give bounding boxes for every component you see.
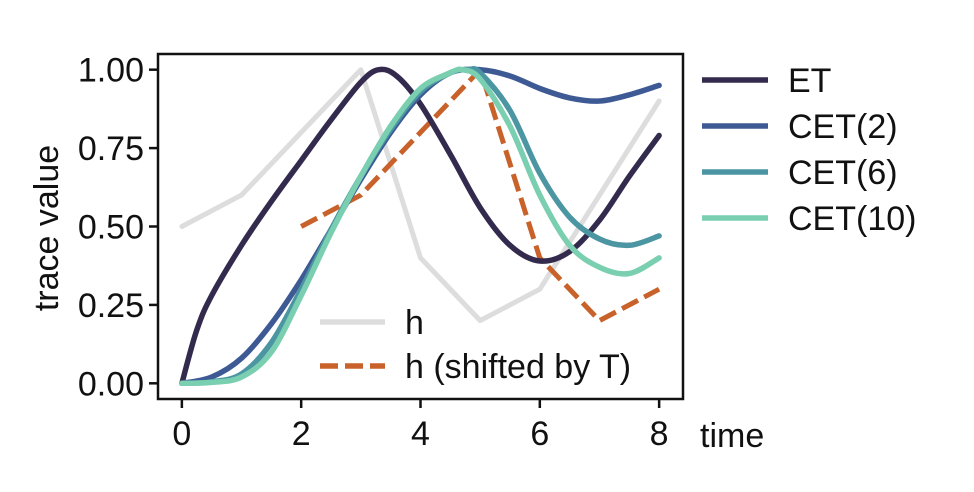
legend-label-cet-6: CET(6) <box>788 154 898 192</box>
y-axis-label: trace value <box>28 145 66 311</box>
plot-lines <box>179 65 662 387</box>
x-axis-label: time <box>700 417 764 455</box>
legend-label-h: h <box>405 304 424 342</box>
x-tick-label: 0 <box>172 415 191 453</box>
y-tick-label: 0.75 <box>78 130 144 168</box>
legend-label-h-shifted-by-t: h (shifted by T) <box>405 348 631 386</box>
x-tick-label: 4 <box>411 415 430 453</box>
y-tick-label: 1.00 <box>78 52 144 90</box>
y-tick-label: 0.25 <box>78 287 144 325</box>
legend-label-cet-2: CET(2) <box>788 108 898 146</box>
y-tick-label: 0.00 <box>78 365 144 403</box>
inner-legend: h h (shifted by T) <box>320 304 631 386</box>
legend-label-cet-10: CET(10) <box>788 200 916 238</box>
x-tick-label: 2 <box>292 415 311 453</box>
x-tick-label: 6 <box>530 415 549 453</box>
y-tick-label: 0.50 <box>78 209 144 247</box>
series-line-cet-10 <box>179 66 662 387</box>
x-tick-label: 8 <box>650 415 669 453</box>
series-line-h-shifted-by-t <box>300 67 661 324</box>
series-line-et <box>179 66 662 387</box>
outer-legend: ET CET(2) CET(6) CET(10) <box>702 62 916 238</box>
legend-label-et: ET <box>788 62 831 100</box>
axis-ticks: 0 2 4 6 8 0.00 0.25 0.50 0.75 1.00 <box>78 52 669 453</box>
